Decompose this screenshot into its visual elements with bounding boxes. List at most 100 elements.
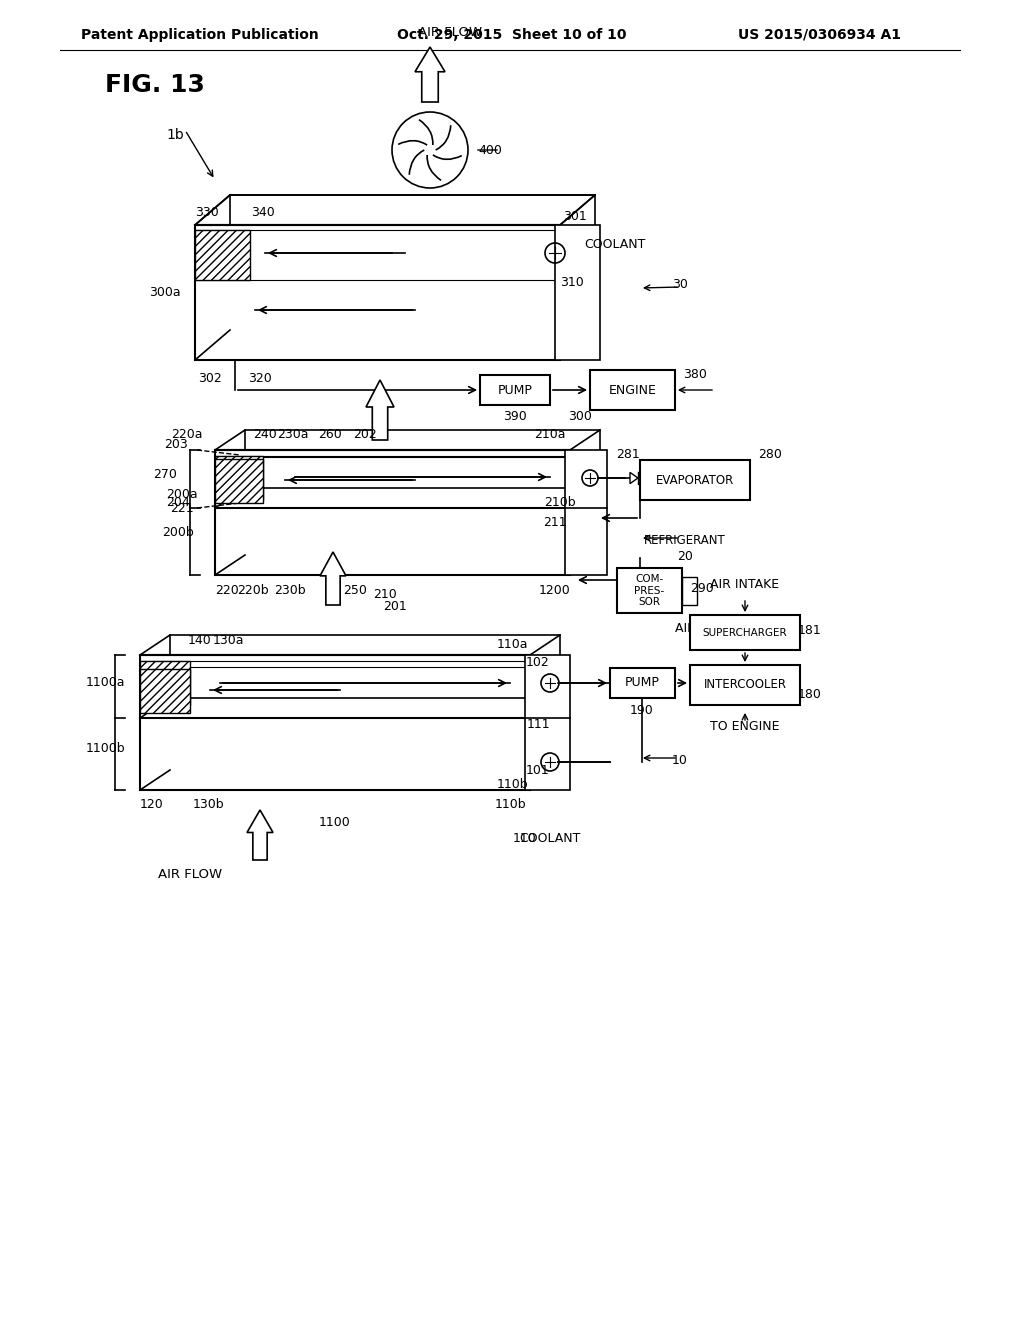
FancyBboxPatch shape: [610, 668, 675, 698]
Text: 290: 290: [690, 582, 714, 594]
FancyBboxPatch shape: [195, 224, 560, 360]
FancyBboxPatch shape: [525, 655, 570, 789]
Polygon shape: [247, 810, 273, 861]
Text: PUMP: PUMP: [625, 676, 659, 689]
Bar: [215, 459, 263, 503]
Text: AIR INTAKE: AIR INTAKE: [676, 622, 744, 635]
Text: 120: 120: [140, 799, 164, 812]
Text: US 2015/0306934 A1: US 2015/0306934 A1: [738, 28, 901, 42]
Text: 310: 310: [560, 276, 584, 289]
Text: REFRIGERANT: REFRIGERANT: [644, 533, 726, 546]
Text: 281: 281: [616, 449, 640, 462]
Text: 210a: 210a: [535, 429, 565, 441]
FancyBboxPatch shape: [170, 635, 560, 770]
Text: 140: 140: [188, 634, 212, 647]
Text: TO ENGINE: TO ENGINE: [711, 721, 779, 734]
Text: COOLANT: COOLANT: [585, 239, 646, 252]
FancyBboxPatch shape: [690, 615, 800, 649]
Polygon shape: [415, 48, 445, 102]
Polygon shape: [638, 473, 646, 483]
Text: 220b: 220b: [238, 583, 269, 597]
Text: 390: 390: [503, 411, 527, 424]
Text: COM-
PRES-
SOR: COM- PRES- SOR: [635, 574, 665, 607]
Text: 180: 180: [798, 689, 822, 701]
Text: 203: 203: [164, 438, 187, 451]
Text: 181: 181: [798, 623, 822, 636]
Text: 201: 201: [383, 601, 407, 614]
Text: INTERCOOLER: INTERCOOLER: [703, 678, 786, 692]
Text: 230a: 230a: [278, 429, 309, 441]
Polygon shape: [366, 380, 394, 440]
Text: 20: 20: [677, 549, 693, 562]
Text: 340: 340: [251, 206, 274, 219]
Text: 280: 280: [758, 449, 782, 462]
Text: 1200: 1200: [539, 583, 570, 597]
Text: 110b: 110b: [497, 779, 527, 792]
Text: COOLANT: COOLANT: [519, 832, 581, 845]
Text: 1100b: 1100b: [85, 742, 125, 755]
Polygon shape: [319, 552, 346, 605]
FancyBboxPatch shape: [140, 655, 530, 789]
FancyBboxPatch shape: [690, 665, 800, 705]
Text: PUMP: PUMP: [498, 384, 532, 396]
Text: 211: 211: [543, 516, 567, 529]
Text: 110: 110: [513, 832, 537, 845]
Text: 320: 320: [248, 371, 272, 384]
FancyBboxPatch shape: [590, 370, 675, 411]
Text: 130a: 130a: [212, 634, 244, 647]
Text: 210b: 210b: [544, 496, 575, 510]
Text: 300a: 300a: [150, 286, 181, 300]
Text: 250: 250: [343, 583, 367, 597]
FancyBboxPatch shape: [617, 568, 682, 612]
Text: 300: 300: [568, 411, 592, 424]
Text: 110b: 110b: [495, 799, 525, 812]
FancyBboxPatch shape: [230, 195, 595, 330]
Text: 230b: 230b: [274, 583, 306, 597]
Text: 190: 190: [630, 704, 654, 717]
FancyBboxPatch shape: [245, 430, 600, 554]
Text: 1100a: 1100a: [85, 676, 125, 689]
Text: 240: 240: [253, 429, 276, 441]
Text: 130b: 130b: [193, 799, 224, 812]
Text: 101: 101: [526, 763, 550, 776]
Text: 270: 270: [153, 467, 177, 480]
Text: SUPERCHARGER: SUPERCHARGER: [702, 627, 787, 638]
Text: 260: 260: [318, 429, 342, 441]
Text: 200b: 200b: [162, 525, 194, 539]
Text: 221: 221: [170, 503, 194, 516]
FancyBboxPatch shape: [565, 450, 607, 576]
Bar: [215, 455, 263, 500]
Text: 204: 204: [166, 496, 189, 510]
Text: 1b: 1b: [166, 128, 184, 143]
Text: 220: 220: [215, 583, 239, 597]
Bar: [140, 669, 190, 713]
Text: 302: 302: [198, 371, 222, 384]
FancyBboxPatch shape: [215, 450, 570, 576]
Text: 380: 380: [683, 368, 707, 381]
Text: 220a: 220a: [171, 429, 203, 441]
Text: Patent Application Publication: Patent Application Publication: [81, 28, 318, 42]
Text: 1100: 1100: [319, 816, 351, 829]
Text: EVAPORATOR: EVAPORATOR: [656, 474, 734, 487]
Text: 400: 400: [478, 144, 502, 157]
Text: AIR FLOW: AIR FLOW: [158, 869, 222, 882]
Text: 202: 202: [353, 429, 377, 441]
Text: 30: 30: [672, 279, 688, 292]
FancyBboxPatch shape: [555, 224, 600, 360]
Text: 111: 111: [526, 718, 550, 731]
FancyBboxPatch shape: [640, 459, 750, 500]
Text: Oct. 29, 2015  Sheet 10 of 10: Oct. 29, 2015 Sheet 10 of 10: [397, 28, 627, 42]
Text: 210: 210: [373, 589, 397, 602]
Text: FIG. 13: FIG. 13: [105, 73, 205, 96]
FancyBboxPatch shape: [682, 577, 697, 605]
Text: AIR INTAKE: AIR INTAKE: [711, 578, 779, 591]
FancyBboxPatch shape: [480, 375, 550, 405]
Text: 301: 301: [563, 210, 587, 223]
Text: ENGINE: ENGINE: [608, 384, 656, 396]
Text: 102: 102: [526, 656, 550, 668]
Bar: [195, 230, 250, 280]
Text: 10: 10: [672, 754, 688, 767]
Polygon shape: [630, 473, 638, 483]
Text: 330: 330: [196, 206, 219, 219]
Bar: [140, 661, 190, 705]
